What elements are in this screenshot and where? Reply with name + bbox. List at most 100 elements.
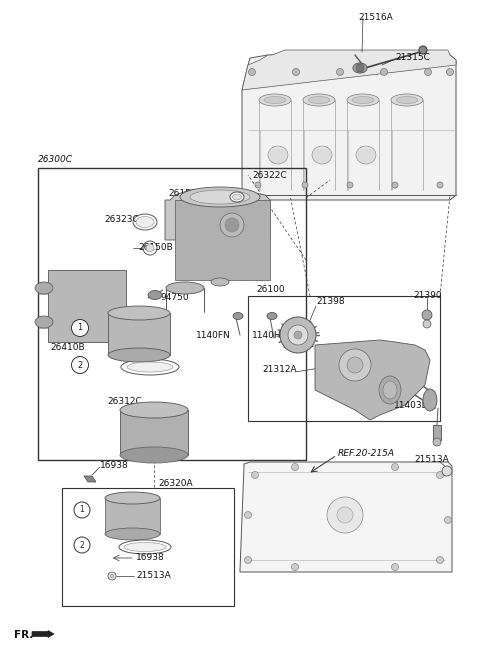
Circle shape [72,357,88,373]
Ellipse shape [211,278,229,286]
Text: 26100: 26100 [256,284,285,294]
Ellipse shape [136,217,154,227]
Text: FR.: FR. [14,630,34,640]
Text: 16938: 16938 [136,553,165,562]
Circle shape [422,310,432,320]
Ellipse shape [230,192,244,202]
Circle shape [436,472,444,478]
Text: 1: 1 [80,505,84,514]
Circle shape [424,68,432,76]
Circle shape [143,241,157,255]
Ellipse shape [259,94,291,106]
Ellipse shape [312,146,332,164]
Bar [38,168,306,460]
Circle shape [419,46,427,54]
Circle shape [339,349,371,381]
Circle shape [108,572,116,580]
Circle shape [291,564,299,570]
Ellipse shape [356,146,376,164]
Text: 94750: 94750 [160,294,189,302]
Circle shape [444,516,452,524]
Text: 21315C: 21315C [395,53,430,62]
Bar [433,425,441,440]
Text: 21516A: 21516A [358,12,393,22]
Circle shape [347,182,353,188]
Circle shape [244,556,252,564]
Text: 2: 2 [80,541,84,549]
Polygon shape [105,498,160,534]
Polygon shape [240,462,452,572]
Ellipse shape [127,362,173,372]
Ellipse shape [119,540,171,554]
Circle shape [74,502,90,518]
Ellipse shape [124,543,166,551]
Bar [248,296,440,421]
Text: 26322C: 26322C [252,171,287,179]
Circle shape [288,325,308,345]
Circle shape [225,218,239,232]
Polygon shape [48,270,126,342]
Ellipse shape [353,63,367,73]
Ellipse shape [121,359,179,375]
Ellipse shape [308,97,330,104]
Ellipse shape [423,389,437,411]
Circle shape [381,68,387,76]
Circle shape [392,182,398,188]
Circle shape [436,556,444,564]
Ellipse shape [35,282,53,294]
Circle shape [255,182,261,188]
Text: 26320A: 26320A [158,478,192,487]
Circle shape [347,357,363,373]
Text: 21390: 21390 [413,292,442,300]
Ellipse shape [108,348,170,362]
Ellipse shape [383,381,397,399]
Circle shape [336,68,344,76]
Circle shape [110,574,114,578]
Ellipse shape [108,306,170,320]
Ellipse shape [232,194,241,200]
Circle shape [220,213,244,237]
Text: 21398: 21398 [316,298,345,307]
Text: 21513A: 21513A [414,455,449,464]
Ellipse shape [190,190,250,204]
Polygon shape [315,340,430,420]
Ellipse shape [166,282,204,294]
Text: 26150B: 26150B [168,189,203,198]
Circle shape [433,438,441,446]
Ellipse shape [105,492,160,504]
Polygon shape [120,410,188,455]
Text: 21312A: 21312A [262,365,297,374]
Ellipse shape [180,187,260,207]
Ellipse shape [105,528,160,540]
Circle shape [337,507,353,523]
Circle shape [356,64,364,72]
Text: 21513A: 21513A [136,572,171,581]
Text: 1: 1 [77,323,83,332]
Circle shape [294,331,302,339]
Bar [62,488,234,606]
Circle shape [292,68,300,76]
Text: 11403B: 11403B [394,401,429,411]
Ellipse shape [264,97,286,104]
Circle shape [291,463,299,470]
Text: 26410B: 26410B [50,342,84,351]
Ellipse shape [233,313,243,319]
Ellipse shape [148,290,162,300]
Circle shape [302,182,308,188]
Circle shape [392,564,398,570]
Polygon shape [165,190,270,240]
Text: 26150B: 26150B [138,244,173,252]
Circle shape [74,537,90,553]
Ellipse shape [391,94,423,106]
Ellipse shape [379,376,401,404]
Text: 1140FN: 1140FN [196,332,231,340]
Polygon shape [242,50,456,90]
Polygon shape [84,476,96,482]
Text: 26323C: 26323C [104,215,139,225]
Text: 2: 2 [77,361,83,369]
Circle shape [252,472,259,478]
Text: 16938: 16938 [100,461,129,470]
Polygon shape [108,313,170,355]
Ellipse shape [35,316,53,328]
Circle shape [280,317,316,353]
